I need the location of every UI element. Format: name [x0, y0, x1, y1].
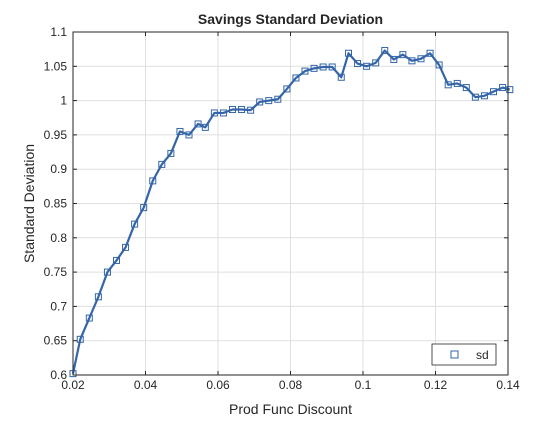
data-point-marker — [444, 81, 452, 89]
data-point-marker — [506, 86, 514, 94]
x-tick-label: 0.08 — [279, 378, 303, 392]
data-point-marker — [140, 204, 148, 212]
chart-title: Savings Standard Deviation — [198, 11, 383, 27]
data-point-marker — [176, 127, 184, 135]
data-point-marker — [76, 335, 84, 343]
data-point-marker — [471, 93, 479, 101]
data-point-marker — [113, 256, 120, 264]
data-point-marker — [219, 109, 227, 117]
data-point-marker — [247, 106, 255, 114]
y-tick-label: 0.9 — [50, 162, 67, 176]
y-tick-label: 0.75 — [44, 265, 68, 279]
data-point-marker — [381, 47, 389, 55]
legend-box — [431, 343, 497, 366]
legend-marker — [450, 350, 459, 359]
data-point-marker — [490, 88, 497, 96]
data-point-marker — [292, 74, 300, 82]
data-point-marker — [319, 63, 327, 71]
data-point-marker — [210, 109, 218, 117]
data-point-marker — [499, 84, 507, 92]
y-tick-label: 0.85 — [44, 197, 68, 211]
data-point-marker — [435, 61, 443, 69]
data-point-marker — [337, 73, 345, 81]
axis-ticks: 0.02 0.04 0.06 0.08 0.1 0.12 0.14 0.6 0.65 0.7 0.7… — [44, 25, 520, 392]
data-point-marker — [158, 160, 166, 168]
x-tick-label: 0.06 — [206, 378, 230, 392]
y-tick-label: 1 — [60, 94, 67, 108]
y-axis-label: Standard Deviation — [21, 144, 37, 263]
data-point-marker — [363, 62, 371, 70]
data-point-marker — [229, 106, 236, 114]
data-point-marker — [238, 106, 246, 114]
data-point-marker — [417, 55, 425, 63]
y-tick-label: 0.95 — [44, 128, 68, 142]
data-point-marker — [185, 131, 193, 139]
data-point-marker — [345, 49, 352, 57]
x-axis-label: Prod Func Discount — [229, 401, 352, 417]
data-point-marker — [103, 268, 111, 276]
data-point-marker — [131, 220, 139, 228]
data-point-marker — [354, 60, 362, 68]
data-point-marker — [328, 63, 336, 71]
y-tick-label: 0.7 — [50, 299, 67, 313]
data-point-marker — [390, 55, 398, 63]
data-point-marker — [94, 293, 102, 301]
legend: sd — [431, 343, 497, 366]
data-point-marker — [149, 177, 157, 185]
data-point-marker — [283, 85, 291, 93]
data-point-marker — [122, 243, 130, 251]
data-point-marker — [408, 57, 416, 65]
data-point-marker — [274, 95, 282, 103]
data-point-marker — [399, 51, 407, 59]
data-point-marker — [167, 149, 175, 157]
data-point-marker — [480, 92, 488, 100]
data-point-marker — [194, 120, 202, 128]
x-tick-label: 0.04 — [134, 378, 158, 392]
data-point-marker — [85, 314, 93, 322]
y-tick-label: 0.6 — [50, 368, 67, 382]
x-tick-label: 0.14 — [496, 378, 520, 392]
x-tick-label: 0.1 — [355, 378, 372, 392]
data-point-marker — [256, 98, 264, 106]
series-line-sd — [71, 49, 511, 374]
x-tick-label: 0.02 — [61, 378, 85, 392]
data-point-marker — [301, 67, 309, 75]
series-layer — [69, 47, 514, 378]
data-point-marker — [372, 59, 380, 67]
legend-label: sd — [476, 348, 489, 362]
data-point-marker — [453, 79, 461, 87]
y-tick-label: 1.1 — [50, 25, 67, 39]
y-tick-label: 0.8 — [50, 231, 67, 245]
y-tick-label: 1.05 — [44, 59, 68, 73]
data-point-marker — [426, 49, 434, 57]
data-point-marker — [265, 97, 273, 105]
data-point-marker — [310, 64, 318, 72]
y-tick-label: 0.65 — [44, 334, 68, 348]
data-point-marker — [201, 123, 209, 131]
data-point-marker — [462, 84, 470, 92]
x-tick-label: 0.12 — [424, 378, 448, 392]
